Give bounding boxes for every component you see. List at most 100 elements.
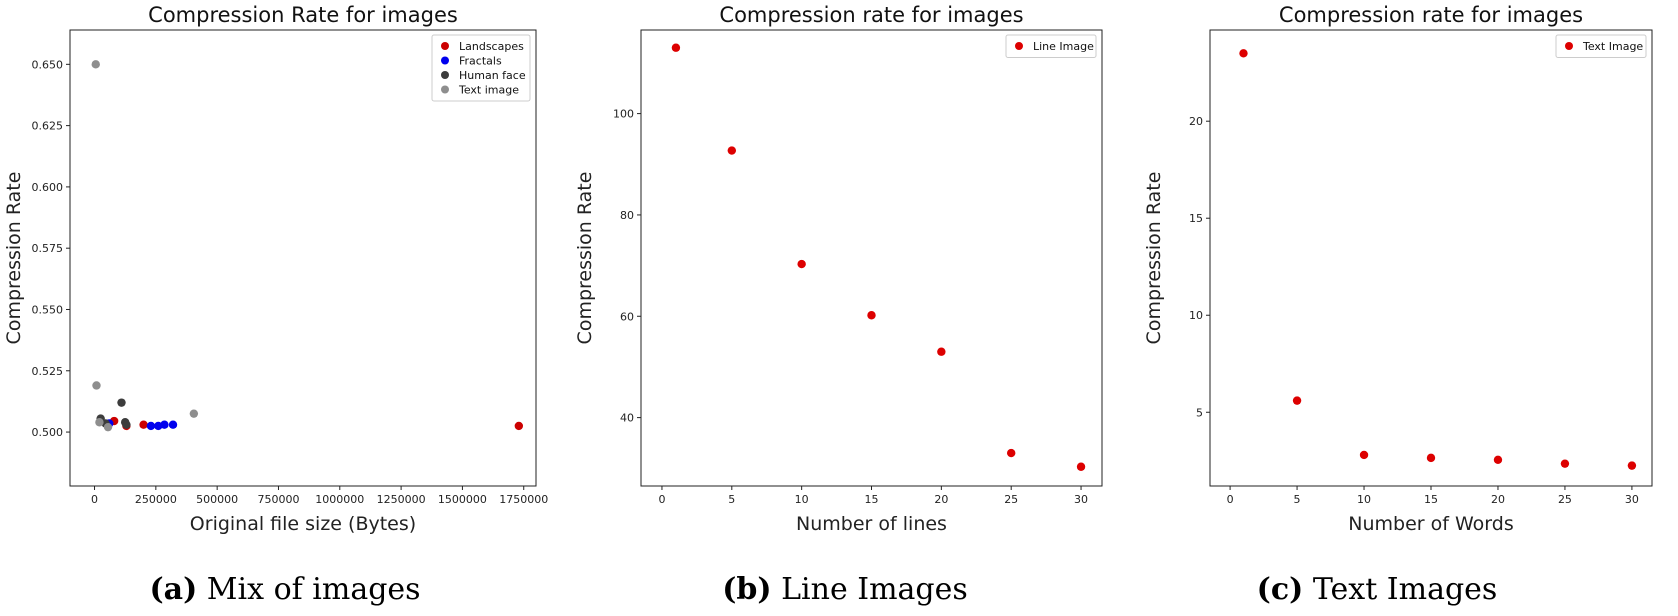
legend-label-fractals: Fractals <box>459 55 502 68</box>
x-tick-label: 20 <box>934 493 948 506</box>
caption-b: (b) Line Images <box>680 572 1010 607</box>
y-tick-label: 20 <box>1189 115 1203 128</box>
plot-area-frame <box>69 29 537 487</box>
y-axis-label: Compression Rate <box>1143 172 1165 345</box>
caption-b-text: Line Images <box>771 572 968 607</box>
x-axis-label: Original file size (Bytes) <box>190 513 416 535</box>
x-tick-label: 1750000 <box>499 493 548 506</box>
y-tick-label: 100 <box>613 108 634 121</box>
data-point-text-image <box>1560 459 1570 468</box>
x-tick-label: 30 <box>1625 493 1639 506</box>
caption-a-label: (a) <box>149 572 198 607</box>
y-tick-label: 0.500 <box>32 426 64 439</box>
y-tick-label: 0.600 <box>32 181 64 194</box>
x-tick-label: 0 <box>1227 493 1234 506</box>
data-point-text-image <box>95 418 104 427</box>
x-tick-label: 1500000 <box>438 493 487 506</box>
plot-area-frame <box>1209 29 1653 487</box>
data-point-text-image <box>91 60 100 69</box>
data-point-text-image <box>1292 396 1302 405</box>
caption-c: (c) Text Images <box>1212 572 1542 607</box>
legend-box <box>431 34 531 102</box>
data-point-line-image <box>671 43 681 52</box>
y-tick-label: 40 <box>620 412 634 425</box>
data-point-fractals <box>146 421 156 431</box>
x-tick-label: 20 <box>1491 493 1505 506</box>
x-tick-label: 250000 <box>135 493 177 506</box>
x-tick-label: 25 <box>1558 493 1572 506</box>
legend-box <box>1555 34 1647 58</box>
data-point-text-image <box>189 409 199 418</box>
y-tick-label: 0.525 <box>32 365 64 378</box>
data-point-human-face <box>117 398 126 407</box>
y-tick-label: 5 <box>1196 406 1203 419</box>
data-point-line-image <box>727 146 737 155</box>
x-axis-label: Number of lines <box>796 513 947 535</box>
chart-line-images: Compression rate for images 0 5 10 15 20 25 30 4… <box>574 3 1103 535</box>
data-point-text-image <box>1239 49 1248 58</box>
chart-title: Compression rate for images <box>719 3 1023 27</box>
caption-c-label: (c) <box>1256 572 1304 607</box>
y-tick-label: 0.650 <box>32 58 64 71</box>
data-point-text-image <box>103 422 113 432</box>
legend-marker-landscapes <box>441 42 449 50</box>
data-point-landscapes <box>139 420 148 429</box>
x-tick-label: 0 <box>658 493 665 506</box>
x-tick-label: 0 <box>91 493 98 506</box>
x-tick-label: 750000 <box>257 493 299 506</box>
data-point-line-image <box>1076 462 1086 471</box>
data-point-human-face <box>122 420 131 429</box>
y-tick-label: 0.550 <box>32 303 64 316</box>
data-point-line-image <box>797 259 806 269</box>
y-tick-label: 10 <box>1189 309 1203 322</box>
x-tick-label: 15 <box>865 493 879 506</box>
y-tick-label: 0.625 <box>32 120 64 133</box>
x-tick-label: 10 <box>1357 493 1371 506</box>
x-tick-label: 15 <box>1424 493 1438 506</box>
data-point-text-image <box>1426 453 1436 463</box>
caption-a-text: Mix of images <box>197 572 421 607</box>
x-tick-label: 25 <box>1004 493 1018 506</box>
y-axis-label: Compression Rate <box>3 172 25 345</box>
x-tick-label: 5 <box>1294 493 1301 506</box>
data-point-fractals <box>168 420 178 429</box>
legend-box <box>1005 34 1097 58</box>
legend-marker-fractals <box>441 56 449 65</box>
legend-label-landscapes: Landscapes <box>459 40 524 53</box>
data-point-text-image <box>1627 461 1637 470</box>
plot-area-frame <box>640 29 1103 487</box>
y-tick-label: 60 <box>620 310 634 323</box>
data-point-fractals <box>160 420 169 429</box>
x-tick-label: 10 <box>795 493 809 506</box>
legend-marker-line-image <box>1015 42 1023 50</box>
caption-c-text: Text Images <box>1303 572 1498 607</box>
legend-label-human-face: Human face <box>459 69 526 82</box>
legend-label-text-image: Text image <box>458 84 519 97</box>
chart-text-images: Compression rate for images 0 5 10 15 20 25 30 5… <box>1143 3 1653 535</box>
caption-b-label: (b) <box>722 572 772 607</box>
chart-mix-of-images: Compression Rate for images 0 250000 500000… <box>3 3 548 535</box>
legend-marker-text-image <box>1565 42 1573 50</box>
data-point-text-image <box>92 381 101 390</box>
y-axis-label: Compression Rate <box>574 172 596 345</box>
y-tick-label: 80 <box>620 209 634 222</box>
caption-a: (a) Mix of images <box>120 572 450 607</box>
x-tick-label: 1250000 <box>377 493 426 506</box>
data-point-line-image <box>937 347 946 356</box>
legend-marker-human-face <box>441 71 449 79</box>
chart-title: Compression rate for images <box>1279 3 1583 27</box>
x-tick-label: 500000 <box>196 493 238 506</box>
x-axis-label: Number of Words <box>1348 513 1513 535</box>
legend-label-line-image: Line Image <box>1033 40 1094 53</box>
data-point-text-image <box>1359 450 1369 460</box>
x-tick-label: 1000000 <box>315 493 364 506</box>
y-tick-label: 15 <box>1189 212 1203 225</box>
chart-title: Compression Rate for images <box>148 3 458 27</box>
legend-marker-text-image <box>441 85 449 94</box>
x-tick-label: 5 <box>728 493 735 506</box>
data-point-line-image <box>867 311 876 320</box>
legend-label-text-image: Text Image <box>1582 40 1643 53</box>
data-point-landscapes <box>514 421 524 431</box>
data-point-text-image <box>1493 455 1503 465</box>
